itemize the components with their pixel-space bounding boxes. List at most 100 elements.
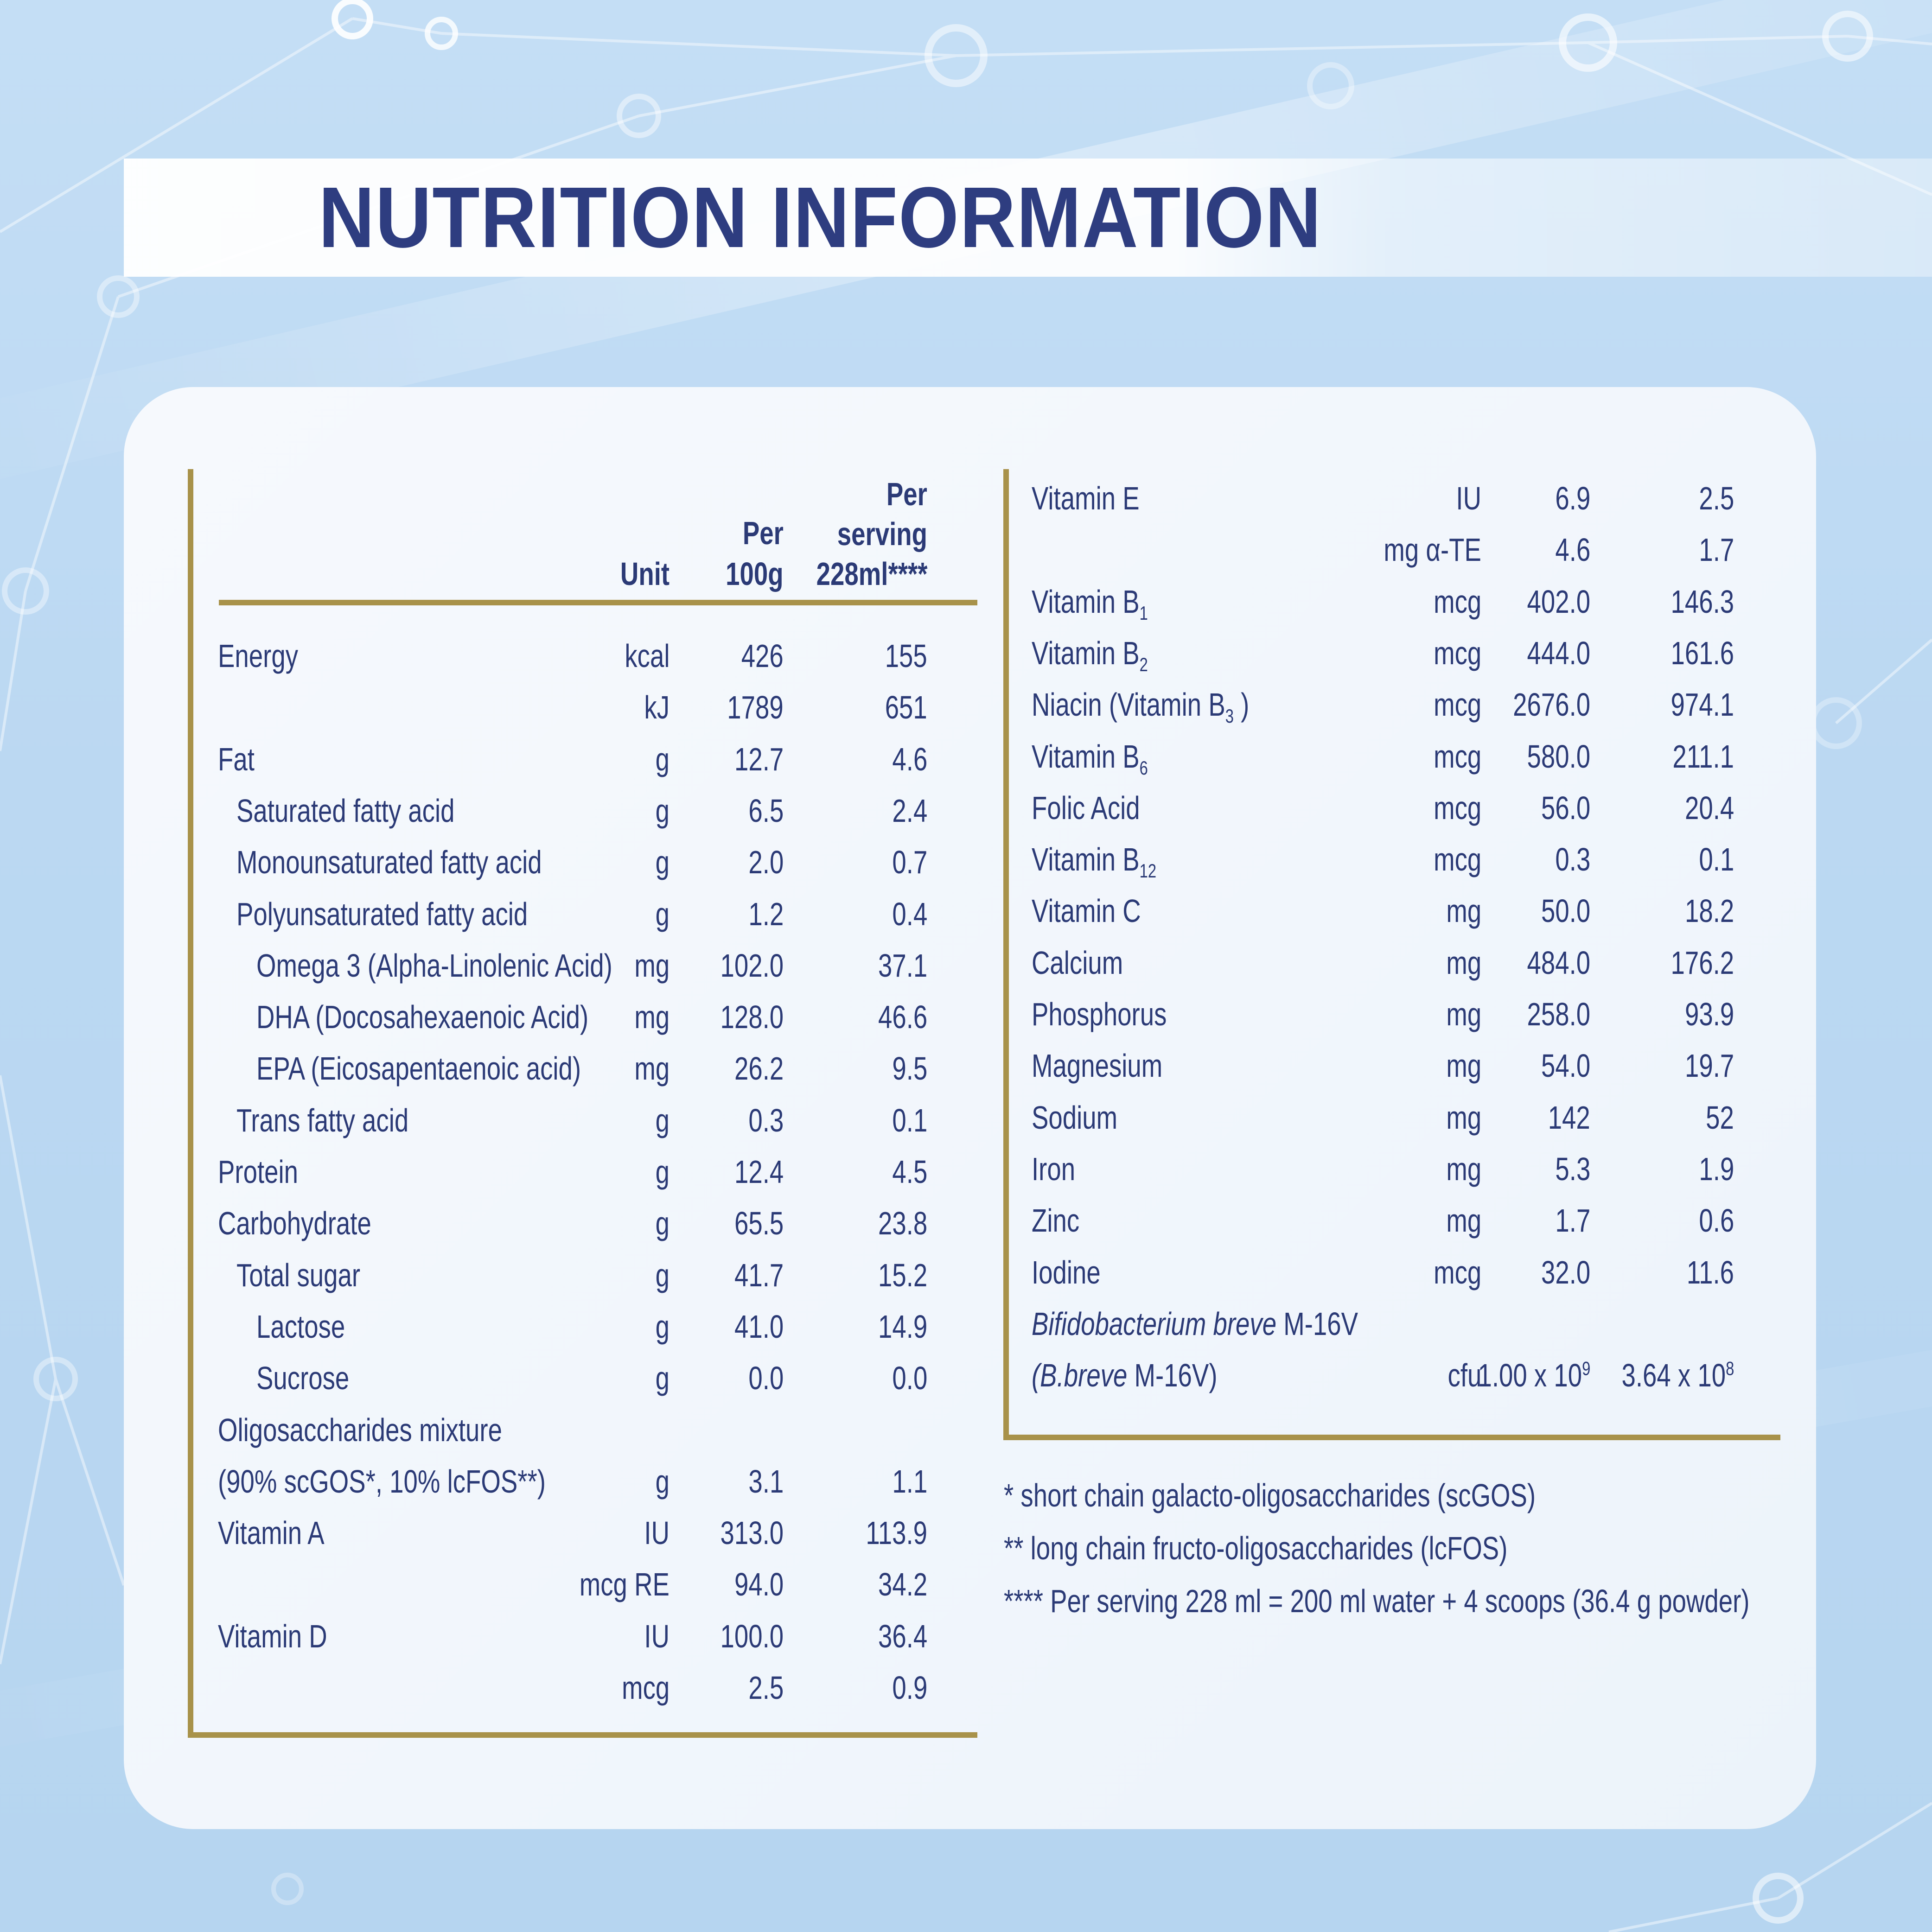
row-per100g: 56.0 xyxy=(1541,790,1590,826)
row-unit: mcg xyxy=(1433,635,1481,671)
row-per100g: 0.0 xyxy=(748,1360,784,1396)
row-per100g: 41.0 xyxy=(734,1309,784,1345)
row-per-serving: 0.0 xyxy=(892,1360,927,1396)
row-label: Vitamin B1 xyxy=(1032,584,1148,624)
row-label: Vitamin B12 xyxy=(1032,841,1157,882)
row-label: Sucrose xyxy=(256,1360,350,1396)
page-title: NUTRITION INFORMATION xyxy=(319,170,1322,266)
left-table-vertical-rule xyxy=(188,469,193,1738)
row-per-serving: 0.9 xyxy=(892,1670,927,1706)
row-per100g: 50.0 xyxy=(1541,893,1590,929)
left-table-header-rule xyxy=(219,600,977,605)
col-header-serving-line1: Per xyxy=(886,476,927,512)
row-per-serving: 974.1 xyxy=(1671,686,1734,723)
row-per-serving: 23.8 xyxy=(878,1205,927,1241)
row-unit: g xyxy=(655,1205,670,1241)
row-per100g: 3.1 xyxy=(748,1463,784,1500)
row-per-serving: 0.1 xyxy=(1699,841,1734,877)
row-label: Niacin (Vitamin B3 ) xyxy=(1032,686,1250,727)
row-per100g: 54.0 xyxy=(1541,1048,1590,1084)
row-unit: IU xyxy=(644,1515,670,1551)
row-per-serving: 0.6 xyxy=(1699,1202,1734,1239)
row-per100g: 0.3 xyxy=(1555,841,1590,877)
col-header-unit: Unit xyxy=(620,556,670,592)
row-label: Vitamin B6 xyxy=(1032,738,1148,779)
row-unit: mg xyxy=(634,947,670,984)
row-per100g: 65.5 xyxy=(734,1205,784,1241)
row-label: Magnesium xyxy=(1032,1048,1163,1084)
row-per100g: 100.0 xyxy=(720,1618,784,1654)
row-unit: mg xyxy=(634,1050,670,1087)
row-per-serving: 15.2 xyxy=(878,1257,927,1293)
row-label: Total sugar xyxy=(236,1257,361,1293)
row-unit: mg xyxy=(1446,1151,1481,1187)
row-unit: g xyxy=(655,793,670,829)
row-per100g: 102.0 xyxy=(720,947,784,984)
row-label: Iodine xyxy=(1032,1254,1101,1290)
row-label: DHA (Docosahexaenoic Acid) xyxy=(256,999,589,1035)
footnote-1: * short chain galacto-oligosaccharides (… xyxy=(1004,1477,1536,1513)
right-table-vertical-rule xyxy=(1003,469,1009,1440)
row-per100g: 402.0 xyxy=(1527,584,1590,620)
row-per100g: 1.2 xyxy=(748,896,784,932)
row-per100g: 32.0 xyxy=(1541,1254,1590,1290)
row-label: Oligosaccharides mixture xyxy=(218,1412,502,1448)
row-label: Calcium xyxy=(1032,945,1123,981)
row-label: Sodium xyxy=(1032,1099,1118,1136)
row-unit: mg xyxy=(1446,1202,1481,1239)
row-unit: mg xyxy=(1446,893,1481,929)
row-per100g: 6.5 xyxy=(748,793,784,829)
row-unit: g xyxy=(655,844,670,880)
row-per100g: 1.7 xyxy=(1555,1202,1590,1239)
row-per100g: 2676.0 xyxy=(1512,686,1590,723)
col-header-per100g-line2: 100g xyxy=(726,556,784,592)
row-per-serving: 34.2 xyxy=(878,1566,927,1602)
row-per-serving: 46.6 xyxy=(878,999,927,1035)
row-label: Lactose xyxy=(256,1309,345,1345)
row-per-serving: 18.2 xyxy=(1684,893,1734,929)
row-unit: g xyxy=(655,1360,670,1396)
row-unit: IU xyxy=(1456,480,1481,516)
row-per-serving: 155 xyxy=(885,638,927,674)
row-per-serving: 1.7 xyxy=(1699,532,1734,568)
row-per100g: 426 xyxy=(741,638,784,674)
row-unit: mg xyxy=(1446,1099,1481,1136)
row-label: Bifidobacterium breve M-16V xyxy=(1032,1306,1358,1342)
row-label: (B.breve M-16V) xyxy=(1032,1357,1218,1393)
col-header-per100g-line1: Per xyxy=(742,515,784,551)
row-label: Vitamin B2 xyxy=(1032,635,1148,675)
row-unit: mcg xyxy=(1433,686,1481,723)
row-label: Vitamin D xyxy=(218,1618,327,1654)
row-unit: cfu xyxy=(1447,1357,1481,1393)
row-per-serving: 52 xyxy=(1706,1099,1734,1136)
row-label: Saturated fatty acid xyxy=(236,793,455,829)
row-label: Vitamin A xyxy=(218,1515,325,1551)
row-per100g: 1.00 x 109 xyxy=(1478,1357,1590,1393)
row-unit: g xyxy=(655,1463,670,1500)
row-per-serving: 651 xyxy=(885,689,927,725)
row-unit: g xyxy=(655,1257,670,1293)
footnote-3: **** Per serving 228 ml = 200 ml water +… xyxy=(1004,1583,1750,1619)
row-per100g: 12.4 xyxy=(734,1154,784,1190)
row-per-serving: 0.1 xyxy=(892,1102,927,1138)
row-unit: mg xyxy=(634,999,670,1035)
row-per-serving: 0.7 xyxy=(892,844,927,880)
row-per100g: 2.0 xyxy=(748,844,784,880)
row-label: Omega 3 (Alpha-Linolenic Acid) xyxy=(256,947,612,984)
row-per100g: 444.0 xyxy=(1527,635,1590,671)
row-per-serving: 93.9 xyxy=(1684,996,1734,1032)
right-table-bottom-rule xyxy=(1003,1435,1780,1440)
row-per-serving: 14.9 xyxy=(878,1309,927,1345)
row-unit: mcg xyxy=(1433,738,1481,775)
row-label: Zinc xyxy=(1032,1202,1080,1239)
row-unit: g xyxy=(655,741,670,777)
row-per-serving: 11.6 xyxy=(1686,1254,1734,1290)
row-per-serving: 19.7 xyxy=(1684,1048,1734,1084)
row-unit: mg xyxy=(1446,1048,1481,1084)
row-label: Folic Acid xyxy=(1032,790,1140,826)
row-per100g: 5.3 xyxy=(1555,1151,1590,1187)
row-unit: mg xyxy=(1446,945,1481,981)
row-label: Fat xyxy=(218,741,255,777)
